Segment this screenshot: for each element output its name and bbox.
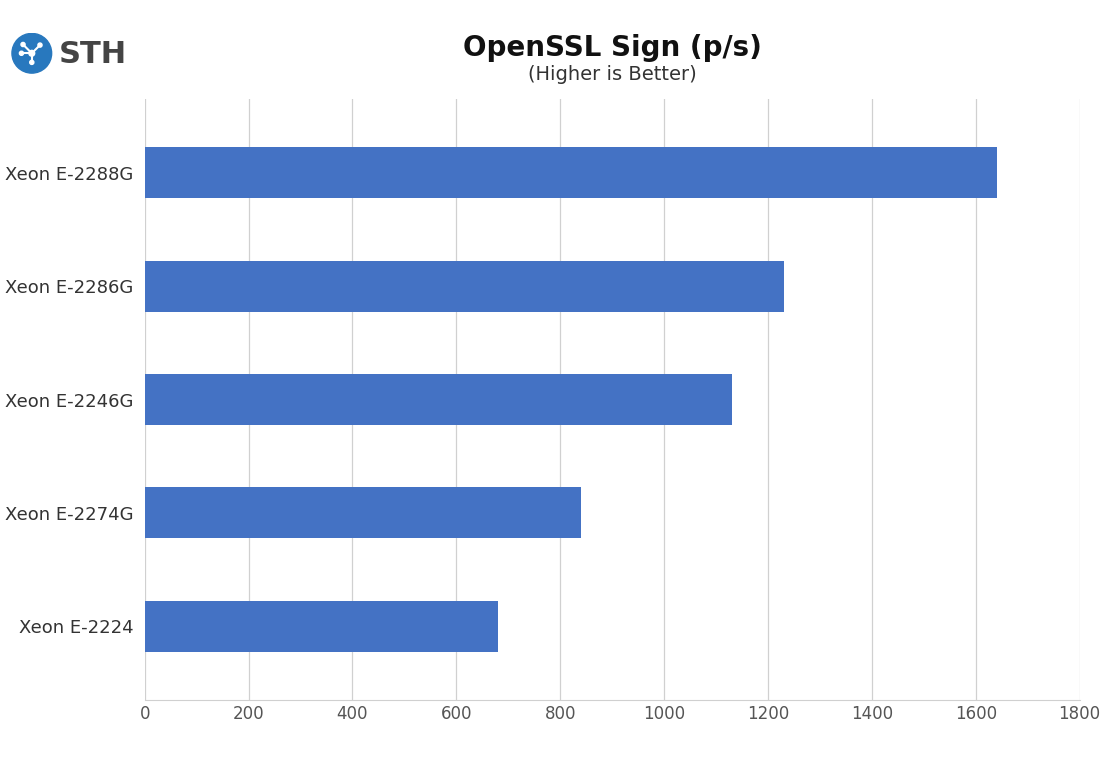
Circle shape <box>29 50 35 56</box>
Bar <box>145 374 731 425</box>
Circle shape <box>21 43 26 46</box>
Circle shape <box>30 60 33 65</box>
Text: STH: STH <box>59 40 127 68</box>
Bar <box>145 601 498 652</box>
Circle shape <box>38 43 42 47</box>
Text: (Higher is Better): (Higher is Better) <box>528 65 697 84</box>
Circle shape <box>19 51 23 56</box>
Bar <box>145 488 581 539</box>
Circle shape <box>12 33 51 73</box>
Bar <box>145 260 784 311</box>
Bar <box>145 147 996 198</box>
Text: OpenSSL Sign (p/s): OpenSSL Sign (p/s) <box>463 34 761 62</box>
